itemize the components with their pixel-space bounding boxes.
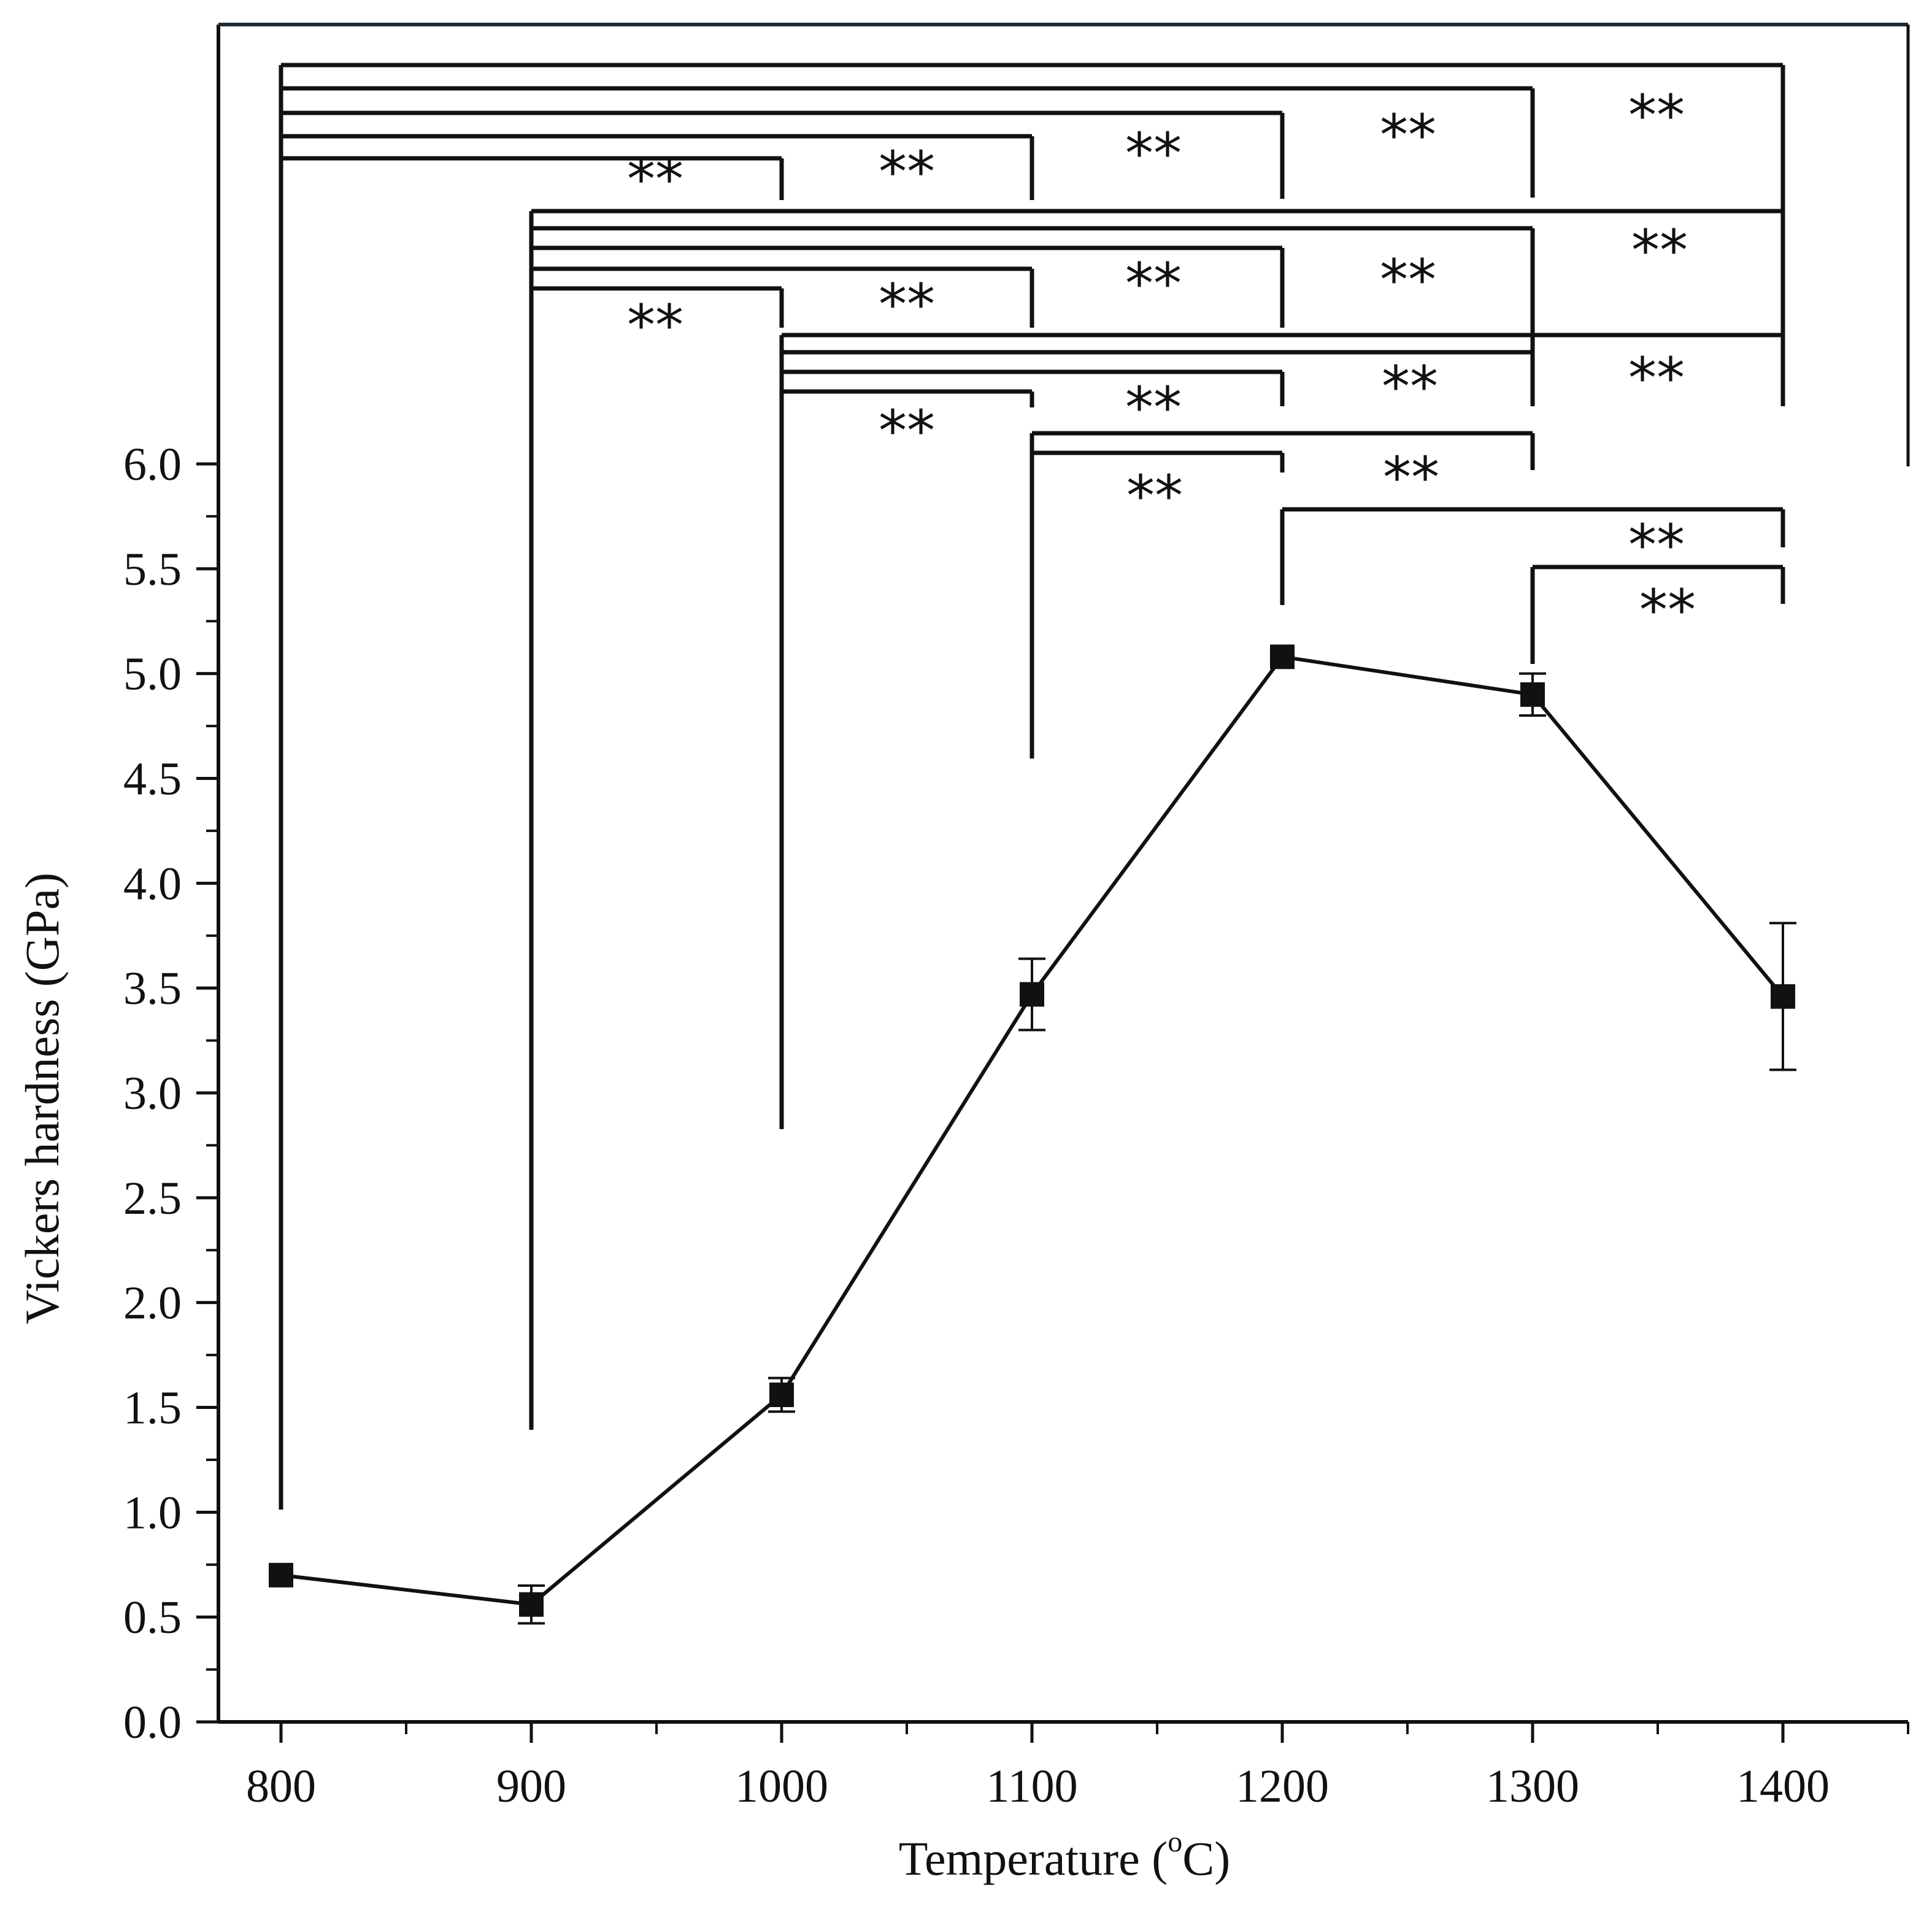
significance-bracket: ** — [529, 209, 1785, 1430]
significance-bracket: ** — [1030, 431, 1535, 758]
data-point-marker — [269, 1562, 293, 1588]
y-axis-ticks: 0.0 0.5 1.0 1.5 2.0 2.5 3.0 3.5 4.0 4.5 5.0 5.5 6.0 — [123, 439, 218, 1748]
significance-bracket: ** — [281, 110, 1285, 199]
significance-bracket: ** — [531, 266, 1034, 338]
significance-bracket: ** — [281, 86, 1535, 198]
significance-label: ** — [627, 293, 683, 358]
significance-label: ** — [879, 398, 935, 464]
y-tick-label: 0.0 — [123, 1697, 182, 1748]
significance-label: ** — [1628, 345, 1685, 411]
significance-label: ** — [1125, 375, 1182, 441]
significance-label: ** — [1631, 218, 1688, 284]
significance-label: ** — [627, 147, 683, 212]
x-axis-title-unit: C) — [1182, 1832, 1230, 1885]
x-axis-title: Temperature (oC) — [899, 1826, 1230, 1885]
significance-label: ** — [1380, 102, 1436, 168]
significance-bracket: ** — [281, 134, 1034, 205]
significance-bracket: ** — [281, 147, 784, 212]
x-tick-label: 800 — [246, 1761, 316, 1812]
y-tick-label: 1.0 — [123, 1487, 182, 1538]
y-tick-label: 4.5 — [123, 754, 182, 805]
significance-label: ** — [879, 272, 935, 338]
x-axis-ticks: 800 900 1000 1100 1200 1300 1400 — [246, 1722, 1909, 1812]
plot-frame — [217, 23, 1910, 1724]
x-tick-label: 1300 — [1486, 1761, 1579, 1812]
y-tick-label: 5.5 — [123, 544, 182, 595]
significance-label: ** — [1639, 577, 1696, 643]
significance-bracket: ** — [1530, 565, 1785, 664]
x-axis-title-text: Temperature ( — [899, 1832, 1168, 1885]
significance-label: ** — [1126, 463, 1183, 529]
data-point-marker — [769, 1383, 794, 1407]
significance-bracket: ** — [531, 226, 1535, 405]
y-tick-label: 1.5 — [123, 1383, 182, 1434]
y-tick-label: 6.0 — [123, 439, 182, 490]
significance-label: ** — [1125, 251, 1182, 317]
significance-bracket: ** — [531, 245, 1285, 328]
x-tick-label: 1400 — [1736, 1761, 1830, 1812]
y-tick-label: 2.5 — [123, 1173, 182, 1224]
significance-bracket: ** — [779, 333, 1785, 1129]
data-point-marker — [1520, 682, 1545, 707]
x-tick-label: 1100 — [986, 1761, 1077, 1812]
significance-bracket: ** — [279, 63, 1785, 1510]
y-tick-label: 3.0 — [123, 1068, 182, 1119]
x-tick-label: 900 — [496, 1761, 566, 1812]
significance-label: ** — [1383, 445, 1439, 511]
data-point-marker — [1270, 644, 1295, 669]
y-tick-label: 4.0 — [123, 858, 182, 909]
y-tick-label: 3.5 — [123, 963, 182, 1014]
significance-bracket: ** — [782, 369, 1285, 441]
significance-brackets: ************************************ — [279, 63, 1785, 1510]
x-tick-label: 1200 — [1236, 1761, 1329, 1812]
data-point-marker — [519, 1592, 544, 1617]
significance-bracket: ** — [782, 350, 1535, 420]
data-point-marker — [1020, 982, 1044, 1007]
significance-label: ** — [1380, 247, 1436, 313]
significance-label: ** — [879, 139, 935, 205]
y-axis-title: Vickers hardness (GPa) — [15, 873, 69, 1324]
significance-bracket: ** — [531, 286, 784, 358]
y-tick-label: 5.0 — [123, 649, 182, 700]
significance-label: ** — [1628, 83, 1685, 149]
significance-bracket: ** — [782, 389, 1034, 464]
significance-bracket: ** — [1032, 450, 1285, 529]
significance-label: ** — [1125, 121, 1182, 187]
data-series — [269, 644, 1796, 1625]
x-axis-title-degree: o — [1168, 1826, 1182, 1858]
data-point-marker — [1771, 984, 1795, 1009]
y-tick-label: 2.0 — [123, 1278, 182, 1329]
y-tick-label: 0.5 — [123, 1592, 182, 1643]
significance-label: ** — [1382, 354, 1438, 420]
x-tick-label: 1000 — [735, 1761, 828, 1812]
